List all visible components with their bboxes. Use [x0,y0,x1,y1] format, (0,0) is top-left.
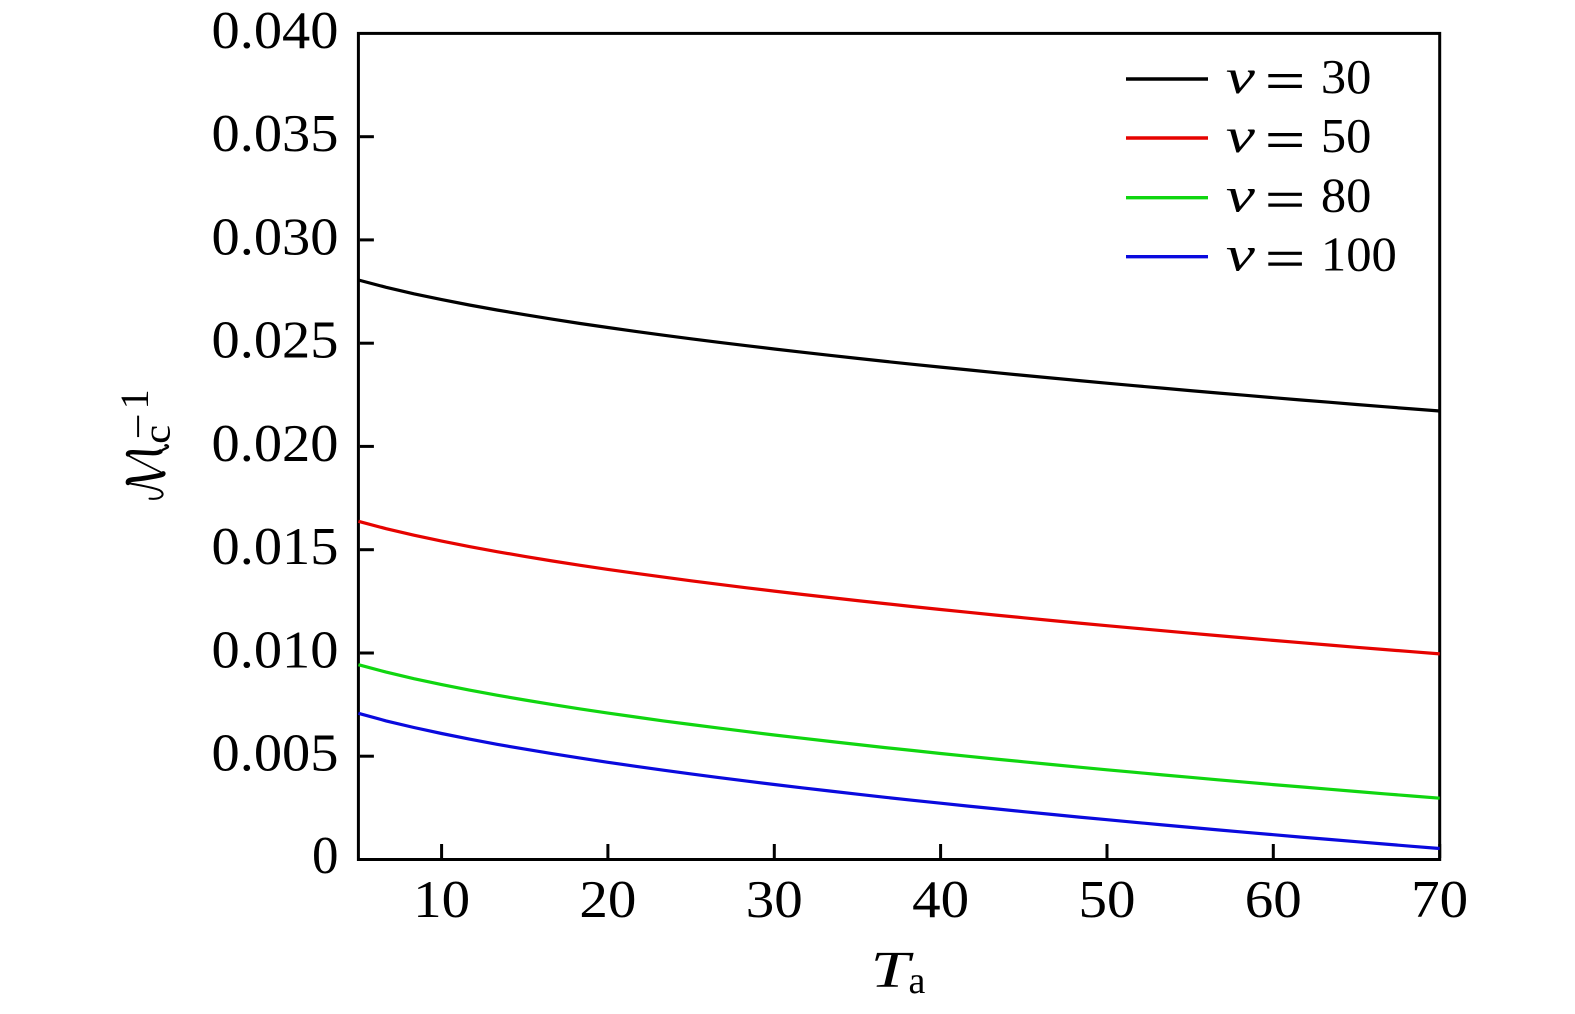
svg-text:−: − [116,413,161,439]
svg-text:80: 80 [1321,168,1372,223]
svg-text:0.025: 0.025 [212,312,339,370]
svg-text:0: 0 [312,827,339,885]
svg-text:T: T [871,942,914,999]
svg-text:30: 30 [1321,49,1372,104]
svg-text:50: 50 [1321,108,1372,163]
svg-text:0.020: 0.020 [212,415,339,473]
svg-text:0.015: 0.015 [212,518,339,576]
svg-text:v: v [1226,227,1255,282]
svg-text:0.040: 0.040 [212,2,339,60]
svg-text:1: 1 [112,389,157,409]
svg-text:60: 60 [1245,871,1302,929]
svg-text:10: 10 [413,871,470,929]
svg-text:100: 100 [1321,227,1397,282]
svg-text:0.010: 0.010 [212,622,339,680]
svg-text:50: 50 [1079,871,1136,929]
svg-text:v: v [1226,168,1255,223]
svg-text:a: a [909,960,926,1002]
svg-text:70: 70 [1411,871,1468,929]
svg-text:40: 40 [912,871,969,929]
svg-text:0.005: 0.005 [212,725,339,783]
svg-text:0.030: 0.030 [212,208,339,266]
svg-text:30: 30 [746,871,803,929]
svg-text:20: 20 [579,871,636,929]
svg-text:0.035: 0.035 [212,105,339,163]
svg-text:v: v [1226,49,1255,104]
svg-text:v: v [1226,108,1255,163]
svg-text:c: c [137,425,179,444]
